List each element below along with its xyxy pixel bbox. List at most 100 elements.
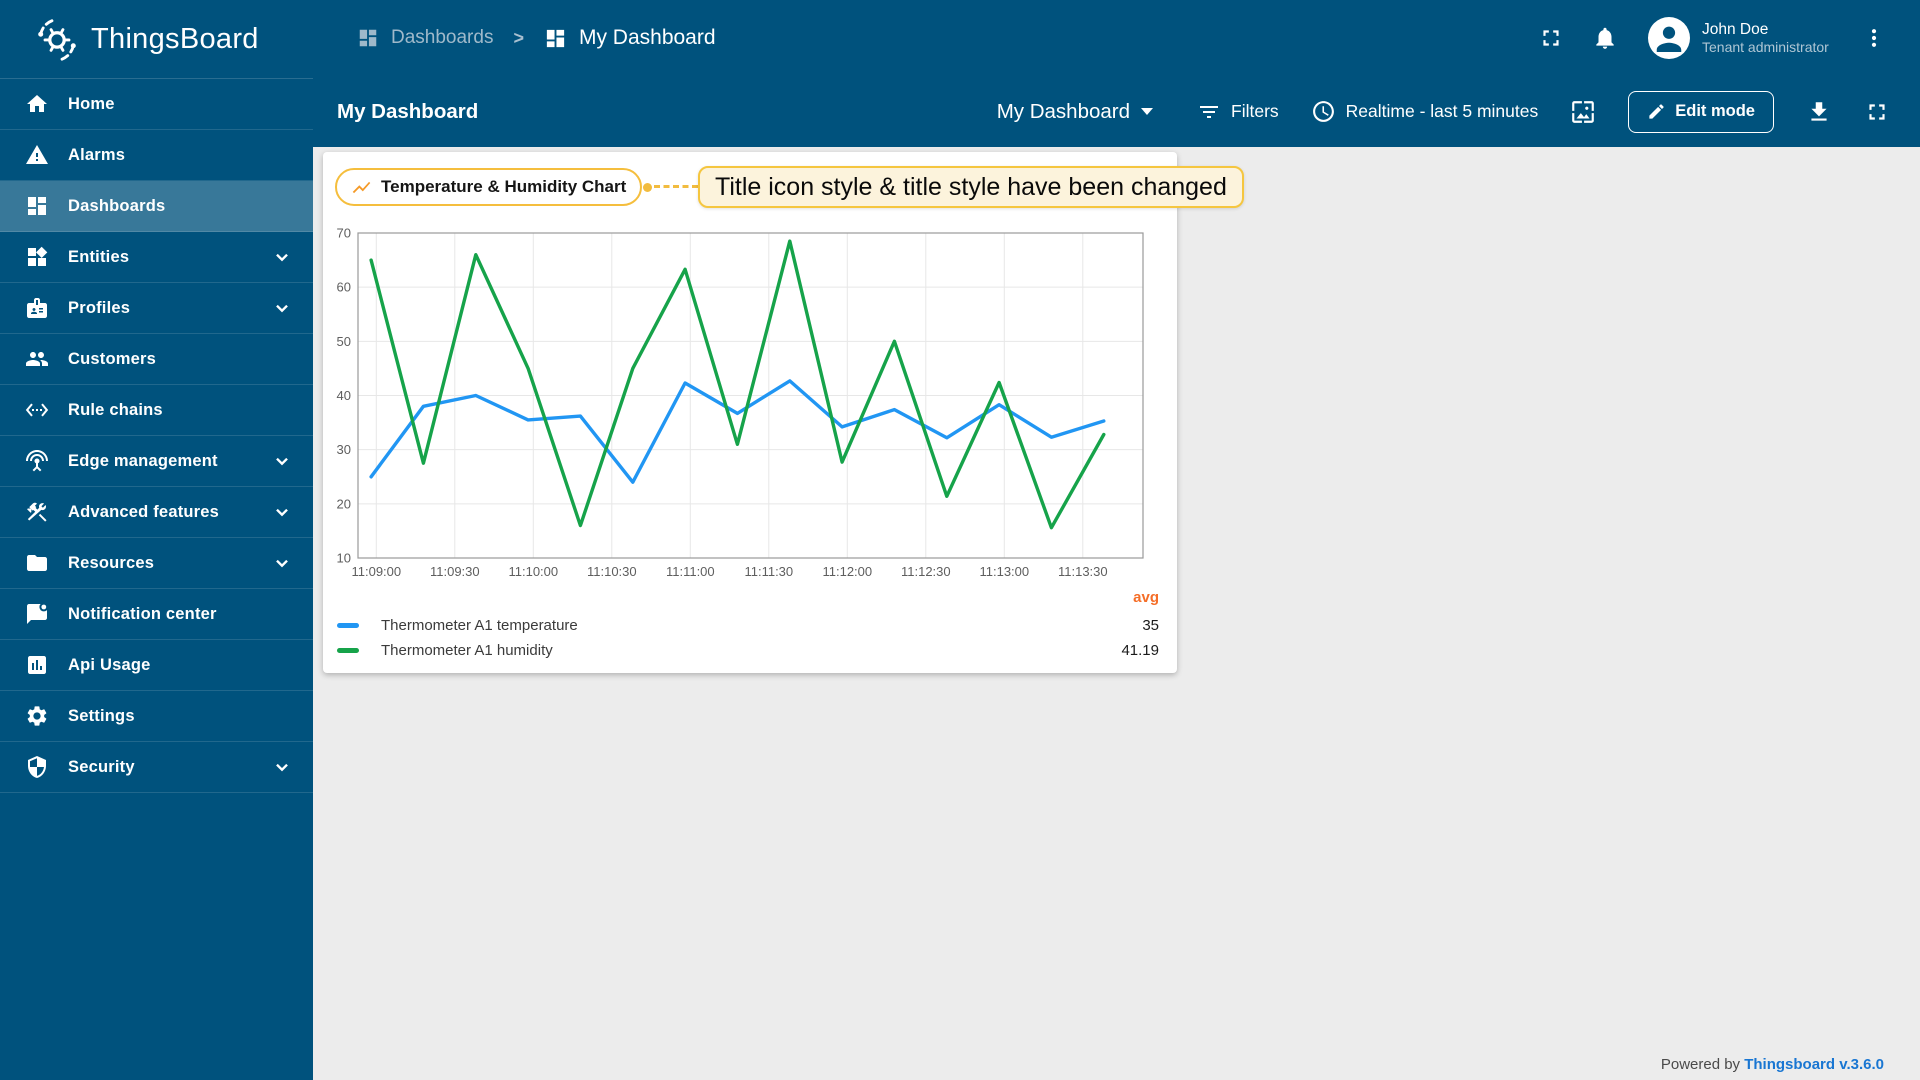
gear-icon	[27, 706, 47, 726]
widget-title-capsule: Temperature & Humidity Chart	[335, 168, 643, 206]
filters-button[interactable]: Filters	[1197, 100, 1279, 124]
powered-by-footer: Powered by Thingsboard v.3.6.0	[1660, 1056, 1884, 1073]
fullscreen-icon[interactable]	[1538, 25, 1564, 51]
sidebar-item-notification-center[interactable]: Notification center	[0, 589, 313, 640]
temperature-line	[369, 379, 1106, 484]
timeseries-chart[interactable]: 11:09:00 11:09:30 11:10:00 11:10:30 11:11:00…	[323, 222, 1177, 592]
sidebar-item-alarms[interactable]: Alarms	[0, 130, 313, 181]
sidebar-item-edge-management[interactable]: Edge management	[0, 436, 313, 487]
top-header: Dashboards > My Dashboard John Doe Tenan…	[313, 0, 1920, 76]
x-tick-label: 11:11:30	[744, 564, 793, 579]
clock-icon	[1312, 101, 1334, 122]
annotation-connector-dot	[643, 182, 652, 192]
account-icon	[1656, 26, 1682, 52]
chart-box-icon	[28, 656, 46, 674]
dashboard-canvas: Temperature & Humidity Chart Title icon …	[313, 147, 1920, 1080]
edit-mode-button[interactable]: Edit mode	[1628, 90, 1774, 133]
pencil-icon	[1649, 104, 1664, 119]
annotation-callout: Title icon style & title style have been…	[698, 166, 1244, 208]
widget-title: Temperature & Humidity Chart	[381, 177, 627, 196]
sidebar-item-profiles[interactable]: Profiles	[0, 283, 313, 334]
badge-icon	[27, 298, 47, 318]
thingsboard-logo[interactable]: ThingsBoard	[0, 0, 313, 79]
legend-row-temperature[interactable]: Thermometer A1 temperature 35	[323, 614, 1177, 636]
x-tick-label: 11:09:00	[351, 564, 401, 579]
dashboard-toolbar: My Dashboard My Dashboard Filters Realti…	[313, 76, 1920, 147]
chevron-down-icon	[276, 457, 288, 466]
y-tick-label: 50	[337, 334, 351, 349]
download-icon[interactable]	[1806, 99, 1832, 125]
chevron-down-icon	[276, 253, 288, 262]
sidebar-item-dashboards[interactable]: Dashboards	[0, 181, 313, 232]
app-title: ThingsBoard	[91, 22, 259, 55]
user-name: John Doe	[1702, 20, 1769, 38]
sidebar-item-home[interactable]: Home	[0, 79, 313, 130]
humidity-line	[369, 239, 1106, 530]
sidebar-item-api-usage[interactable]: Api Usage	[0, 640, 313, 691]
folder-icon	[27, 555, 47, 571]
sidebar: ThingsBoard Home Alarms Dashboards Entities…	[0, 0, 313, 1080]
x-tick-label: 11:13:30	[1058, 564, 1108, 579]
toolbar-fullscreen-icon[interactable]	[1864, 99, 1890, 125]
breadcrumb-separator: >	[513, 27, 524, 48]
x-tick-label: 11:12:00	[822, 564, 872, 579]
chevron-down-icon	[276, 559, 288, 568]
dashboards-icon	[28, 197, 46, 215]
x-tick-label: 11:12:30	[901, 564, 951, 579]
dashboard-select[interactable]: My Dashboard	[997, 100, 1154, 124]
annotation-connector-line	[654, 185, 698, 188]
y-tick-label: 40	[337, 388, 351, 403]
header-actions: John Doe Tenant administrator	[1538, 17, 1920, 59]
humidity-swatch	[337, 647, 359, 653]
breadcrumb-my-dashboard[interactable]: My Dashboard	[544, 26, 716, 50]
timewindow-button[interactable]: Realtime - last 5 minutes	[1311, 99, 1538, 124]
sidebar-item-settings[interactable]: Settings	[0, 691, 313, 742]
legend-row-humidity[interactable]: Thermometer A1 humidity 41.19	[323, 639, 1177, 661]
y-tick-label: 60	[337, 280, 351, 295]
x-tick-label: 11:11:00	[666, 564, 715, 579]
chevron-down-icon	[276, 763, 288, 772]
dashboard-icon	[546, 29, 565, 47]
humidity-avg-value: 41.19	[1121, 641, 1159, 659]
user-role: Tenant administrator	[1702, 38, 1829, 55]
antenna-icon	[26, 450, 48, 472]
sidebar-item-rule-chains[interactable]: Rule chains	[0, 385, 313, 436]
temperature-avg-value: 35	[1142, 616, 1159, 634]
sidebar-item-advanced-features[interactable]: Advanced features	[0, 487, 313, 538]
x-tick-label: 11:10:00	[508, 564, 558, 579]
chevron-down-icon	[276, 304, 288, 313]
sidebar-nav: Home Alarms Dashboards Entities Profiles Cust…	[0, 79, 313, 793]
y-tick-label: 70	[337, 226, 351, 241]
breadcrumb-dashboards[interactable]: Dashboards	[357, 27, 493, 49]
y-tick-label: 30	[337, 442, 351, 457]
rule-chain-icon	[25, 403, 49, 417]
x-tick-label: 11:10:30	[587, 564, 637, 579]
sidebar-item-resources[interactable]: Resources	[0, 538, 313, 589]
legend-avg-header: avg	[1133, 589, 1159, 606]
user-avatar[interactable]	[1648, 17, 1690, 59]
dashboards-icon	[359, 29, 377, 47]
notifications-bell-icon[interactable]	[1592, 25, 1618, 51]
thingsboard-version-link[interactable]: Thingsboard v.3.6.0	[1744, 1056, 1884, 1073]
caret-down-icon	[1141, 108, 1154, 115]
temperature-swatch	[337, 622, 359, 628]
toolbar-actions: My Dashboard Filters Realtime - last 5 m…	[997, 90, 1920, 133]
kebab-menu-icon[interactable]	[1862, 26, 1886, 50]
line-chart-icon	[352, 181, 371, 193]
sidebar-item-customers[interactable]: Customers	[0, 334, 313, 385]
chevron-down-icon	[276, 508, 288, 517]
breadcrumb: Dashboards > My Dashboard	[357, 26, 716, 50]
dashboard-image-icon[interactable]	[1570, 99, 1596, 125]
chart-widget-card: Temperature & Humidity Chart Title icon …	[323, 152, 1244, 673]
sidebar-item-entities[interactable]: Entities	[0, 232, 313, 283]
people-icon	[26, 352, 48, 366]
notification-icon	[27, 602, 49, 624]
filter-icon	[1200, 105, 1219, 118]
warning-icon	[26, 145, 48, 164]
x-tick-label: 11:09:30	[430, 564, 480, 579]
home-icon	[27, 95, 47, 112]
x-tick-label: 11:13:00	[979, 564, 1029, 579]
sidebar-item-security[interactable]: Security	[0, 742, 313, 793]
shield-icon	[28, 756, 46, 778]
y-tick-label: 20	[337, 496, 351, 511]
